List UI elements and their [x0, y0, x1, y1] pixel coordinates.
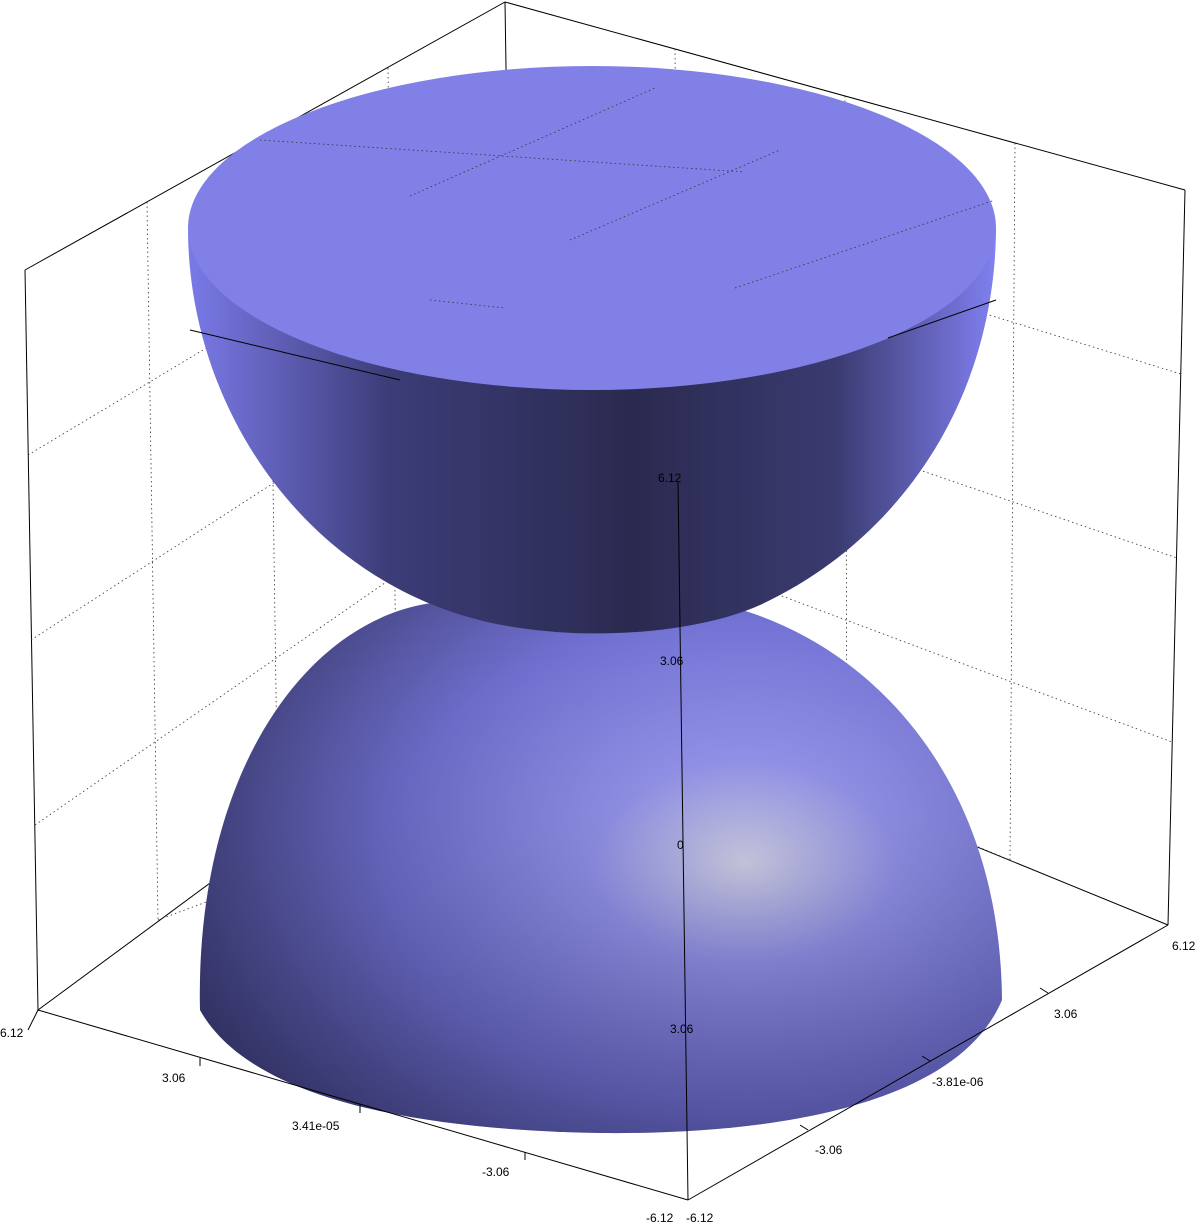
z-tick-label: -6.12 [663, 1211, 691, 1224]
upper-cap-face [188, 66, 996, 390]
x-tick-label: 3.41e-05 [292, 1119, 340, 1133]
y-tick-label: 3.06 [1054, 1007, 1078, 1021]
y-tick-label: -6.12 [686, 1211, 714, 1224]
y-tick-label: 6.12 [1172, 939, 1196, 953]
upper-cap [188, 66, 997, 634]
lower-dome [199, 591, 1002, 1134]
x-tick-label: 3.06 [162, 1071, 186, 1085]
z-tick-label: 3.06 [670, 1022, 694, 1036]
y-tick-label: -3.06 [815, 1143, 843, 1157]
front-box [27, 481, 1169, 1201]
y-tick-label: -3.81e-06 [932, 1075, 984, 1089]
z-tick-label: 6.12 [658, 471, 682, 485]
z-tick-label: 0 [677, 838, 684, 852]
x-tick-label: -3.06 [482, 1165, 510, 1179]
y-axis-ticks: -6.12 -3.06 -3.81e-06 3.06 6.12 [686, 939, 1196, 1224]
z-axis-ticks: 6.12 3.06 0 3.06 -6.12 [658, 471, 694, 1224]
x-axis-ticks: 6.12 3.06 3.41e-05 -3.06 -6.12 [0, 1026, 674, 1224]
z-tick-label: 3.06 [660, 654, 684, 668]
x-tick-label: 6.12 [0, 1026, 24, 1040]
x-tick-label: -6.12 [646, 1211, 674, 1224]
